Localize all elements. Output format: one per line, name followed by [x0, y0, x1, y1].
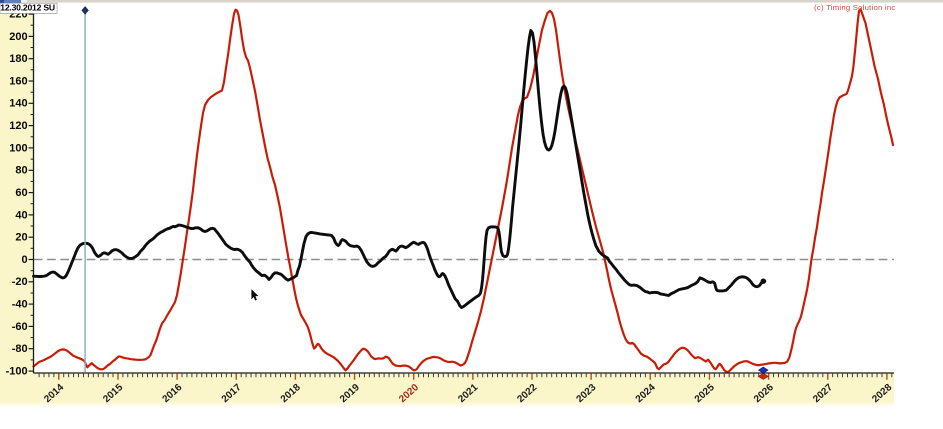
svg-text:200: 200 — [9, 31, 27, 43]
svg-text:100: 100 — [9, 142, 27, 154]
svg-text:80: 80 — [15, 165, 27, 177]
svg-text:0: 0 — [21, 254, 27, 266]
svg-text:-100: -100 — [6, 366, 28, 378]
svg-text:(c) Timing Solution inc: (c) Timing Solution inc — [814, 3, 895, 12]
svg-text:40: 40 — [15, 209, 27, 221]
svg-text:160: 160 — [9, 75, 27, 87]
svg-text:12.30.2012 SU: 12.30.2012 SU — [0, 2, 55, 12]
svg-text:-60: -60 — [12, 321, 28, 333]
svg-text:60: 60 — [15, 187, 27, 199]
svg-text:-20: -20 — [12, 276, 28, 288]
svg-text:180: 180 — [9, 53, 27, 65]
svg-text:-80: -80 — [12, 343, 28, 355]
svg-text:-40: -40 — [12, 299, 28, 311]
svg-text:140: 140 — [9, 98, 27, 110]
svg-text:20: 20 — [15, 232, 27, 244]
svg-text:120: 120 — [9, 120, 27, 132]
